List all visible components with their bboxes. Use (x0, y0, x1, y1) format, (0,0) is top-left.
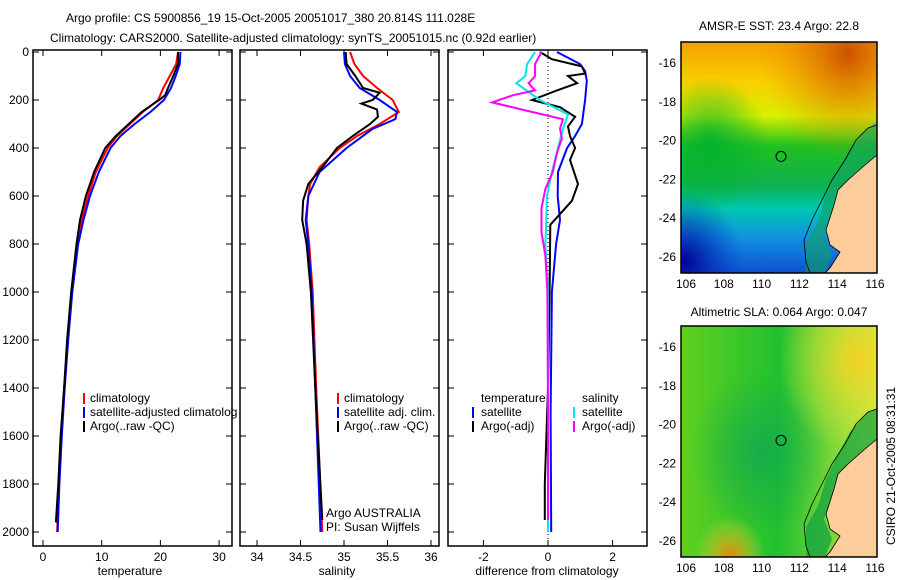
temperature-legend: climatology satellite-adjusted climatolo… (83, 391, 237, 433)
argo-australia-label: Argo AUSTRALIA (326, 506, 421, 520)
legend-argo: Argo(..raw -QC) (90, 419, 175, 433)
map-y-tick-label: -18 (659, 379, 677, 393)
legend-argo: Argo(..raw -QC) (344, 419, 429, 433)
y-tick-label: 1200 (2, 333, 29, 347)
map-x-tick-label: 110 (752, 277, 771, 291)
land-australia (824, 154, 877, 273)
land-australia (824, 438, 877, 557)
map-x-tick-label: 106 (676, 561, 696, 575)
sst-map-title: AMSR-E SST: 23.4 Argo: 22.8 (699, 19, 859, 33)
legend-sal-satellite: satellite (582, 405, 623, 419)
pi-label: PI: Susan Wijffels (326, 520, 420, 534)
map-y-tick-label: -22 (659, 172, 677, 186)
y-tick-label: 1600 (2, 429, 29, 443)
map-x-tick-label: 114 (828, 277, 847, 291)
map-x-tick-label: 116 (865, 561, 884, 575)
legend-temp-satellite: satellite (481, 405, 522, 419)
legend-salinity-heading: salinity (582, 391, 619, 405)
y-tick-label: 1400 (2, 381, 29, 395)
figure-title-line1: Argo profile: CS 5900856_19 15-Oct-2005 … (66, 11, 475, 25)
temperature-xlabel: temperature (98, 564, 163, 578)
x-tick-label: 36 (424, 550, 438, 564)
argo-location-marker (775, 434, 787, 446)
sla-map-title: Altimetric SLA: 0.064 Argo: 0.047 (691, 305, 868, 319)
y-tick-label: 1800 (2, 477, 29, 491)
sla-map (681, 326, 877, 557)
map-x-tick-label: 112 (790, 561, 809, 575)
difference-xlabel: difference from climatology (475, 564, 618, 578)
map-x-tick-label: 114 (828, 561, 847, 575)
bathymetry-contour (803, 124, 877, 273)
x-tick-label: 34 (250, 550, 264, 564)
legend-climatology: climatology (344, 391, 404, 405)
legend-sal-argo: Argo(-adj) (582, 419, 635, 433)
legend-temperature-heading: temperature (481, 391, 546, 405)
x-tick-label: -2 (478, 550, 489, 564)
map-y-tick-label: -20 (659, 418, 677, 432)
salinity-axes (239, 49, 440, 547)
map-x-tick-label: 108 (714, 277, 734, 291)
profile-line-salinity-argo-adj- (488, 51, 565, 520)
y-tick-label: 400 (9, 141, 29, 155)
legend-satellite-adj: satellite adj. clim. (344, 405, 435, 419)
map-x-tick-label: 116 (865, 277, 884, 291)
profile-line-climatology (56, 51, 179, 533)
map-y-tick-label: -16 (659, 56, 677, 70)
salinity-xlabel: salinity (319, 564, 356, 578)
y-tick-label: 600 (9, 189, 29, 203)
profile-line-satellite-adjusted-climatology (56, 51, 182, 533)
map-y-tick-label: -24 (659, 211, 677, 225)
sla-map-frame (680, 325, 878, 558)
x-tick-label: 0 (40, 550, 47, 564)
x-tick-label: 2 (609, 550, 616, 564)
temperature-axes (32, 49, 233, 547)
legend-climatology: climatology (90, 391, 150, 405)
legend-satellite-adjusted: satellite-adjusted climatolog (90, 405, 237, 419)
map-x-tick-label: 106 (676, 277, 696, 291)
y-tick-label: 200 (9, 93, 29, 107)
profile-line-argo-raw-qc- (301, 51, 382, 521)
x-tick-label: 34.5 (289, 550, 313, 564)
sst-map-frame (680, 41, 878, 274)
argo-location-marker (775, 150, 787, 162)
map-x-tick-label: 112 (790, 277, 809, 291)
map-x-tick-label: 110 (752, 561, 771, 575)
timestamp-label: CSIRO 21-Oct-2005 08:31:31 (884, 387, 898, 545)
bathymetry-contour (803, 408, 877, 557)
x-tick-label: 20 (154, 550, 168, 564)
salinity-legend: climatology satellite adj. clim. Argo(..… (337, 391, 435, 433)
map-y-tick-label: -24 (659, 495, 677, 509)
x-tick-label: 0 (545, 550, 552, 564)
profile-line-satellite-adj-clim- (304, 51, 399, 533)
difference-legend: temperature satellite Argo(-adj) salinit… (472, 391, 635, 433)
figure-title-line2: Climatology: CARS2000. Satellite-adjuste… (50, 31, 536, 45)
y-tick-label: 2000 (2, 525, 29, 539)
x-tick-label: 10 (95, 550, 109, 564)
map-y-tick-label: -22 (659, 456, 677, 470)
y-tick-label: 0 (22, 45, 29, 59)
y-tick-label: 800 (9, 237, 29, 251)
profile-line-argo-raw-qc- (54, 52, 179, 523)
y-tick-label: 1000 (2, 285, 29, 299)
shelf-region (806, 408, 877, 557)
profile-line-salinity-satellite (514, 51, 570, 532)
map-y-tick-label: -26 (659, 534, 677, 548)
profile-line-temperature-argo-adj- (528, 51, 587, 520)
x-tick-label: 35.5 (376, 550, 400, 564)
x-tick-label: 35 (337, 550, 351, 564)
map-x-tick-label: 108 (714, 561, 734, 575)
map-y-tick-label: -18 (659, 95, 677, 109)
sst-map (681, 42, 877, 273)
shelf-region (806, 122, 877, 273)
x-tick-label: 30 (212, 550, 226, 564)
map-y-tick-label: -20 (659, 134, 677, 148)
map-y-tick-label: -26 (659, 250, 677, 264)
legend-temp-argo: Argo(-adj) (481, 419, 534, 433)
map-y-tick-label: -16 (659, 340, 677, 354)
